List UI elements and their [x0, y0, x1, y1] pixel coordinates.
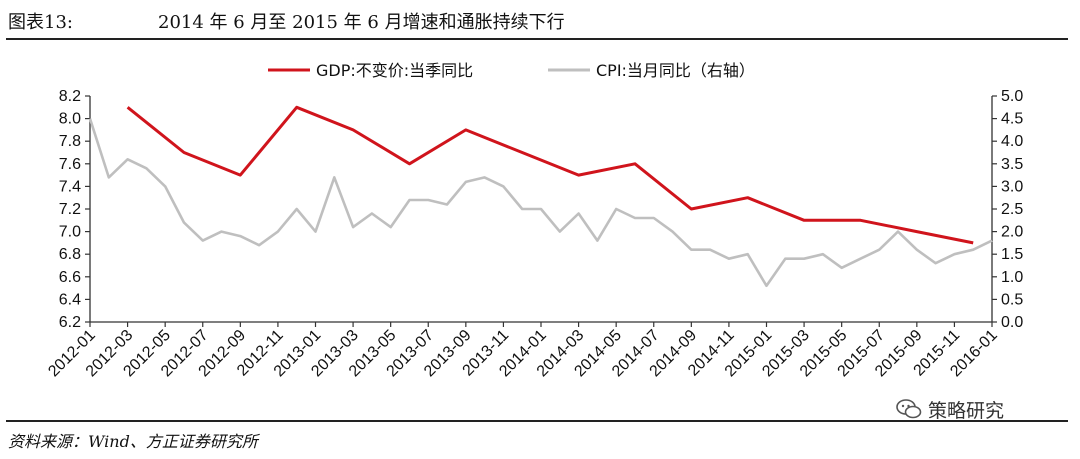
left-tick-label: 7.4 [59, 178, 81, 195]
cpi-series-line [88, 118, 993, 288]
figure-title: 2014 年 6 月至 2015 年 6 月增速和通胀持续下行 [158, 12, 565, 33]
right-tick-label: 4.0 [1001, 133, 1023, 150]
left-tick-label: 6.2 [59, 314, 81, 331]
right-tick-label: 5.0 [1001, 88, 1023, 105]
right-tick-label: 1.0 [1001, 269, 1023, 286]
watermark: 策略研究 [896, 396, 1004, 422]
watermark-text: 策略研究 [928, 399, 1005, 422]
header-rule [6, 38, 1068, 40]
left-tick-label: 6.6 [59, 269, 81, 286]
right-tick-label: 4.5 [1001, 111, 1023, 128]
gdp-series-line [126, 105, 974, 245]
x-axis: 2012-012012-032012-052012-072012-092012-… [45, 321, 1001, 380]
legend: GDP:不变价:当季同比 CPI:当月同比（右轴） [268, 61, 755, 80]
right-tick-label: 3.5 [1001, 156, 1023, 173]
source-note: 资料来源：Wind、方正证券研究所 [8, 432, 258, 451]
series-layer [88, 105, 993, 288]
left-y-axis: 6.2 6.4 6.6 6.8 7.0 7.2 7.4 7.6 7.8 8.0 8.2 [59, 88, 91, 331]
right-tick-label: 0.0 [1001, 314, 1023, 331]
right-tick-label: 1.5 [1001, 246, 1023, 263]
wechat-icon [896, 399, 922, 419]
left-tick-label: 8.2 [59, 88, 81, 105]
footer-rule [6, 420, 1068, 422]
legend-cpi-label: CPI:当月同比（右轴） [596, 61, 755, 80]
figure-label: 图表13: [8, 12, 73, 33]
figure-header: 图表13: 2014 年 6 月至 2015 年 6 月增速和通胀持续下行 [0, 0, 1080, 40]
left-tick-label: 7.8 [59, 133, 81, 150]
right-y-axis: 0.0 0.5 1.0 1.5 2.0 2.5 3.0 3.5 4.0 4.5 5.0 [991, 88, 1023, 331]
right-tick-label: 2.5 [1001, 201, 1023, 218]
line-chart: GDP:不变价:当季同比 CPI:当月同比（右轴） 6.2 6.4 6.6 6.8 7.0… [45, 61, 1023, 380]
right-tick-label: 2.0 [1001, 224, 1023, 241]
left-tick-label: 7.6 [59, 156, 81, 173]
right-tick-label: 0.5 [1001, 291, 1023, 308]
left-tick-label: 6.8 [59, 246, 81, 263]
left-tick-label: 6.4 [59, 291, 81, 308]
legend-gdp-label: GDP:不变价:当季同比 [316, 61, 473, 80]
right-tick-label: 3.0 [1001, 178, 1023, 195]
left-tick-label: 7.2 [59, 201, 81, 218]
left-tick-label: 8.0 [59, 111, 81, 128]
left-tick-label: 7.0 [59, 224, 81, 241]
